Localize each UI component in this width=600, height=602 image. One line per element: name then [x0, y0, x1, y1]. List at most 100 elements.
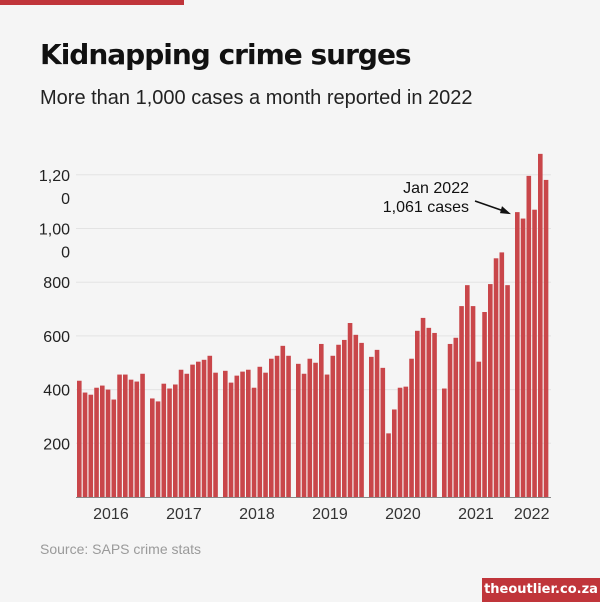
bar	[386, 433, 391, 497]
bar	[257, 366, 263, 497]
bar	[538, 153, 543, 497]
y-tick-label: 200	[43, 436, 70, 453]
bar	[286, 355, 291, 497]
bar	[150, 398, 155, 497]
bar	[526, 175, 532, 497]
bar	[453, 337, 459, 497]
bar	[515, 212, 520, 497]
bar	[426, 327, 432, 497]
top-accent-bar	[0, 0, 184, 5]
bar	[234, 375, 240, 497]
bar	[77, 380, 82, 497]
bar	[488, 284, 493, 497]
bar	[447, 343, 453, 497]
x-tick-label: 2017	[166, 506, 202, 523]
bar	[493, 258, 499, 497]
bar	[476, 361, 482, 497]
bar	[280, 345, 286, 497]
bar	[178, 369, 184, 497]
y-tick-label: 800	[43, 275, 70, 292]
bar	[313, 362, 318, 497]
annotation: Jan 2022 1,061 cases	[383, 180, 511, 216]
bar	[134, 381, 140, 497]
bars	[77, 153, 549, 498]
bar	[296, 363, 301, 497]
bar	[403, 386, 409, 497]
bar	[415, 330, 420, 497]
bar	[543, 179, 549, 498]
bar	[274, 355, 280, 497]
bar	[88, 394, 94, 497]
bar	[201, 359, 207, 497]
y-tick-label: 1,20	[39, 168, 70, 185]
x-tick-label: 2021	[458, 506, 494, 523]
bar	[301, 373, 307, 497]
x-tick-label: 2018	[239, 506, 275, 523]
bar	[173, 384, 178, 497]
bar	[369, 356, 374, 497]
bar	[353, 334, 359, 497]
annotation-text: Jan 2022	[403, 180, 469, 197]
bar	[374, 349, 380, 497]
bar	[123, 374, 128, 497]
y-axis: 200 400 600 800 1,00 0 1,20 0	[39, 168, 70, 453]
bar	[359, 342, 364, 497]
bar	[161, 383, 167, 497]
bar	[532, 209, 537, 497]
y-tick-label: 400	[43, 383, 70, 400]
y-tick-label: 1,00	[39, 222, 70, 239]
bar	[263, 372, 268, 497]
x-tick-label: 2020	[385, 506, 421, 523]
source-note: Source: SAPS crime stats	[40, 541, 202, 557]
bar	[184, 373, 190, 497]
bar	[319, 343, 324, 497]
bar	[128, 379, 134, 497]
x-tick-label: 2019	[312, 506, 348, 523]
bar	[251, 387, 257, 497]
bar	[482, 312, 487, 497]
bar	[207, 355, 213, 497]
bar	[380, 367, 386, 497]
bar	[196, 361, 201, 497]
bar	[190, 364, 195, 497]
chart-title: Kidnapping crime surges	[40, 38, 412, 71]
bar	[269, 358, 274, 497]
arrow-head-icon	[500, 206, 511, 215]
bar	[505, 285, 510, 497]
bar	[342, 339, 347, 497]
bar	[442, 388, 447, 497]
bar	[223, 370, 228, 497]
bar	[140, 373, 145, 497]
bar	[117, 374, 122, 497]
bar	[82, 392, 88, 497]
bar	[459, 306, 464, 497]
brand-badge[interactable]: theoutlier.co.za	[482, 578, 600, 602]
bar	[499, 252, 505, 497]
bar	[330, 355, 336, 497]
annotation-text: 1,061 cases	[383, 199, 469, 216]
y-tick-label: 0	[61, 191, 70, 208]
bar	[246, 369, 251, 497]
bar	[213, 372, 218, 497]
bar	[100, 385, 105, 497]
x-tick-label: 2016	[93, 506, 129, 523]
bar	[167, 388, 172, 497]
bar	[409, 358, 414, 497]
bar	[324, 374, 330, 497]
chart-subtitle: More than 1,000 cases a month reported i…	[40, 87, 473, 109]
bar	[228, 382, 234, 497]
bar	[347, 323, 353, 497]
bar	[520, 218, 526, 498]
bar	[240, 371, 245, 497]
y-tick-label: 600	[43, 329, 70, 346]
bar	[470, 306, 476, 497]
bar	[397, 387, 403, 497]
x-tick-label: 2022	[514, 506, 550, 523]
bar	[432, 332, 437, 497]
x-axis: 2016 2017 2018 2019 2020 2021 2022	[93, 506, 549, 523]
bar	[111, 399, 117, 497]
bar	[336, 344, 341, 497]
bar	[392, 409, 397, 497]
bar	[420, 317, 426, 497]
